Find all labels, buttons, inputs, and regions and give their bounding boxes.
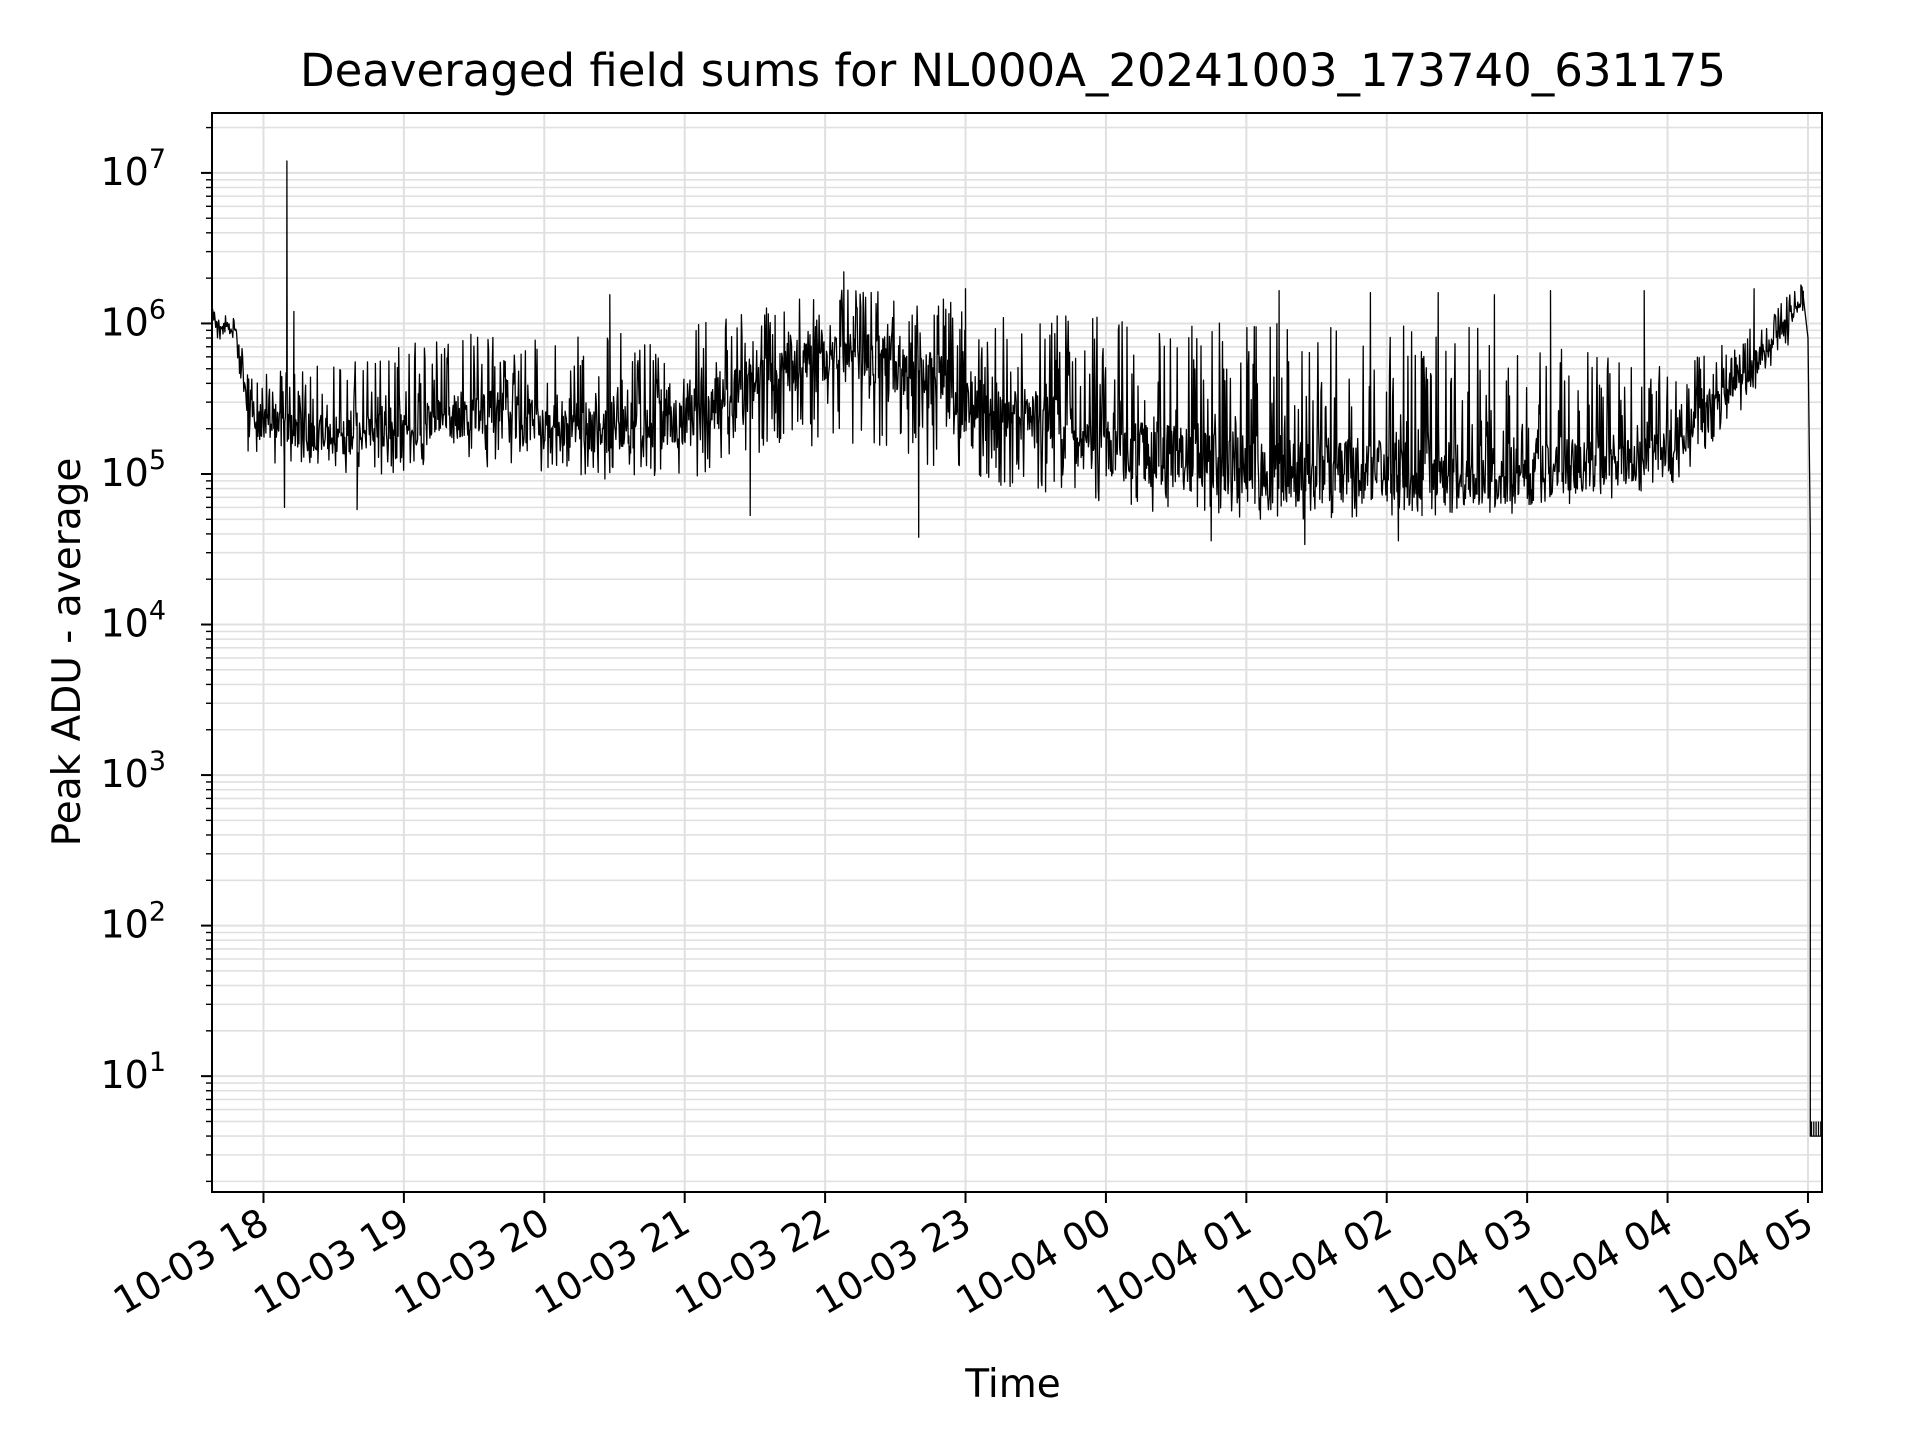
y-tick-label: 105 (100, 445, 166, 495)
series-line (211, 160, 1822, 1137)
y-tick-base: 10 (100, 300, 148, 344)
y-tick-base: 10 (100, 1053, 148, 1097)
y-tick-exponent: 6 (149, 294, 166, 325)
y-tick-base: 10 (100, 150, 148, 194)
y-tick-label: 101 (100, 1047, 166, 1097)
y-tick-base: 10 (100, 903, 148, 947)
y-tick-base: 10 (100, 752, 148, 796)
y-axis-label: Peak ADU - average (45, 458, 90, 847)
x-axis-label: Time (964, 1362, 1060, 1407)
y-tick-label: 102 (100, 897, 166, 947)
y-tick-exponent: 2 (149, 897, 166, 928)
y-tick-label: 106 (100, 294, 166, 344)
y-tick-label: 103 (100, 746, 166, 796)
y-tick-exponent: 7 (149, 144, 166, 175)
y-tick-label: 107 (100, 144, 166, 194)
y-tick-base: 10 (100, 602, 148, 646)
y-tick-exponent: 5 (149, 445, 166, 476)
y-tick-exponent: 3 (149, 746, 166, 777)
chart-title: Deaveraged field sums for NL000A_2024100… (300, 44, 1726, 97)
y-tick-exponent: 4 (149, 596, 166, 627)
y-tick-label: 104 (100, 596, 166, 646)
plot-area (211, 160, 1822, 1137)
grid (212, 113, 1822, 1192)
y-tick-exponent: 1 (149, 1047, 166, 1078)
plot-frame (211, 112, 1823, 1193)
y-tick-base: 10 (100, 451, 148, 495)
